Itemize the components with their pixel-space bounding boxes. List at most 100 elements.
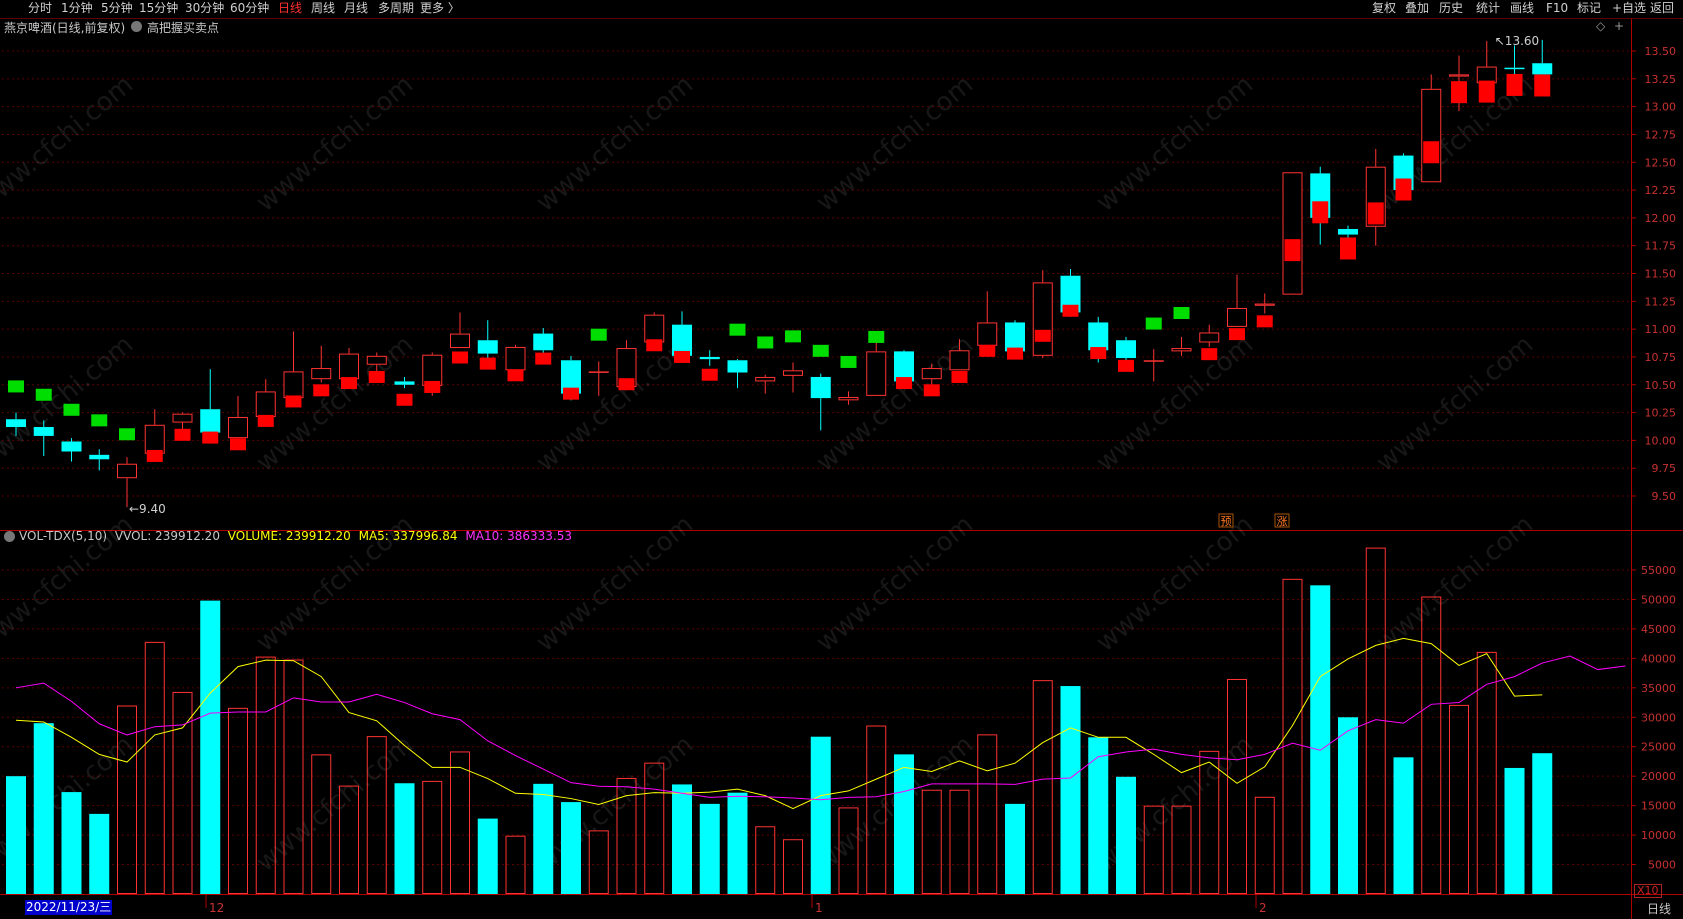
candle (755, 374, 776, 394)
signal-block (674, 350, 690, 363)
candle (783, 362, 803, 393)
candle-body (783, 370, 803, 376)
signal-block (1284, 239, 1301, 262)
toolbar-right-item-3[interactable]: 统计 (1476, 1, 1501, 15)
volume-tick-label: 35000 (1641, 682, 1676, 695)
toolbar-right-item-5[interactable]: F10 (1546, 1, 1569, 15)
candle-body (450, 333, 470, 349)
toolbar-item-10[interactable]: 更多 〉 (420, 1, 460, 15)
diamond-icon[interactable]: ◇ (1596, 19, 1606, 33)
candle-body (144, 424, 165, 454)
signal-block (701, 368, 718, 381)
watermark: www.cfchi.com www.cfchi.com www.cfchi.com w… (0, 70, 1539, 878)
signal-block (285, 395, 302, 408)
toolbar-right-item-6[interactable]: 标记 (1577, 1, 1602, 15)
volume-tick-label: 5000 (1648, 859, 1676, 872)
volume-bar (616, 777, 637, 895)
volume-bar (1005, 803, 1025, 894)
toolbar-item-7[interactable]: 周线 (311, 1, 336, 15)
signal-block (1201, 348, 1218, 361)
candle-body (117, 463, 137, 479)
candle-body (228, 417, 248, 439)
candle (1143, 349, 1164, 382)
candle (394, 376, 415, 389)
candle (1282, 172, 1303, 295)
add-icon[interactable]: + (1614, 19, 1625, 33)
volume-bar (422, 780, 443, 894)
signal-block (230, 438, 246, 451)
signal-block (785, 330, 801, 343)
toolbar-right-item-2[interactable]: 历史 (1439, 1, 1464, 15)
toolbar-right-item-1[interactable]: 叠加 (1405, 1, 1430, 15)
candle-body (283, 371, 304, 399)
volume-settings-icon[interactable] (4, 531, 15, 542)
toolbar-right-item-4[interactable]: 画线 (1510, 1, 1535, 15)
signal-block (1256, 315, 1273, 328)
candle-body (1005, 322, 1025, 352)
toolbar-item-9[interactable]: 多周期 (378, 1, 415, 15)
indicator-settings-icon[interactable] (131, 21, 142, 32)
candlestick-series (6, 39, 1553, 508)
chart-labels: ↖13.60←9.40预 涨12 1 2 (129, 34, 1539, 915)
candle (1032, 270, 1053, 359)
candle (644, 312, 665, 343)
volume-bar (1310, 585, 1331, 894)
signal-block (1451, 81, 1467, 104)
toolbar-right-item-7[interactable]: +自选 (1612, 1, 1647, 15)
signal-block (452, 351, 468, 364)
indicator-name[interactable]: 高把握买卖点 (147, 21, 220, 35)
candle-body (1088, 322, 1109, 351)
signal-block (202, 431, 219, 444)
volume-bar (810, 736, 831, 894)
volume-bar (200, 600, 221, 894)
candle-body (921, 368, 942, 380)
toolbar-item-3[interactable]: 15分钟 (139, 1, 179, 15)
candle-body (61, 441, 82, 452)
toolbar-right-item-8[interactable]: 返回 (1650, 1, 1675, 15)
candle (949, 339, 970, 371)
signal-block (174, 428, 191, 441)
vol-legend-ma5: MA5: 337996.84 (358, 529, 458, 543)
toolbar-item-0[interactable]: 分时 (28, 1, 53, 15)
candle (1199, 324, 1220, 347)
signal-block (1395, 178, 1412, 201)
candle-body (1199, 332, 1220, 343)
candle (977, 291, 998, 346)
volume-bar (1338, 717, 1358, 894)
toolbar-item-8[interactable]: 月线 (344, 1, 369, 15)
candle (33, 420, 54, 456)
watermark-text: www.cfchi.com (1091, 70, 1260, 218)
signal-block (1034, 329, 1051, 342)
volume-bar (366, 736, 387, 895)
toolbar-item-5[interactable]: 60分钟 (230, 1, 270, 15)
volume-bar (1088, 737, 1109, 894)
candle (339, 348, 359, 383)
volume-bar (33, 723, 54, 894)
candle (89, 449, 110, 471)
signal-block (757, 336, 774, 349)
signal-block (257, 414, 274, 427)
toolbar-item-6[interactable]: 日线 (278, 1, 303, 15)
candle (228, 395, 248, 439)
price-tick-label: 12.25 (1645, 184, 1677, 197)
high-price-label: ↖13.60 (1495, 34, 1539, 48)
signal-block (951, 370, 968, 383)
ma10-line (15, 655, 1626, 801)
candle (61, 438, 82, 462)
toolbar-item-4[interactable]: 30分钟 (185, 1, 225, 15)
candle (616, 340, 637, 391)
toolbar-item-2[interactable]: 5分钟 (101, 1, 133, 15)
candle-body (977, 322, 998, 346)
price-tick-label: 13.50 (1645, 45, 1677, 58)
toolbar-item-1[interactable]: 1分钟 (61, 1, 93, 15)
volume-bar (949, 789, 970, 894)
candle-body (1504, 67, 1525, 70)
signal-block (1145, 317, 1162, 330)
volume-bar (533, 783, 554, 894)
signal-series (8, 73, 1551, 462)
candle (283, 331, 304, 399)
signal-block (8, 380, 24, 393)
candle (1365, 148, 1386, 246)
toolbar-right-item-0[interactable]: 复权 (1372, 1, 1397, 15)
